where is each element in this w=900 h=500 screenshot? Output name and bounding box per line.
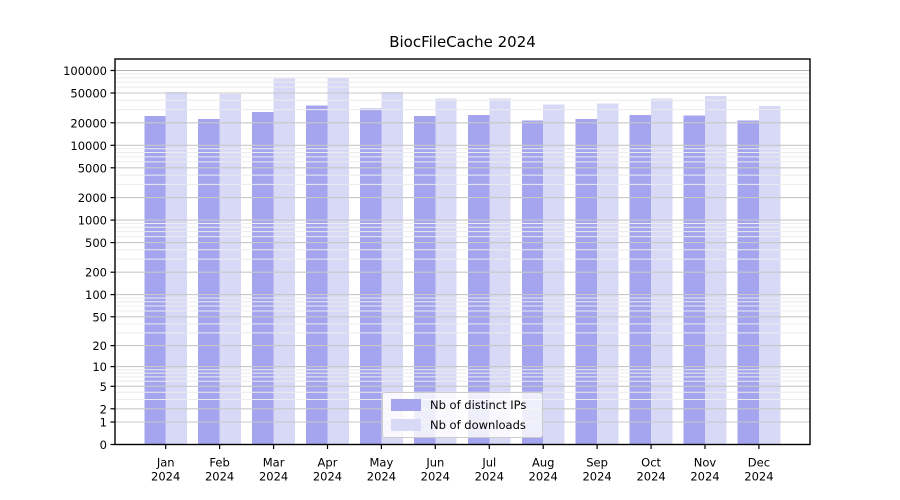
bar-nb-of-distinct-ips-nov (683, 115, 705, 445)
y-tick-label-1: 1 (100, 416, 107, 430)
legend: Nb of distinct IPs Nb of downloads (382, 392, 543, 438)
y-tick-label-50: 50 (92, 310, 107, 324)
legend-label-distinct-ips: Nb of distinct IPs (430, 398, 527, 412)
bar-nb-of-downloads-dec (758, 106, 781, 445)
x-tick-label-year-feb: 2024 (205, 470, 234, 484)
bar-nb-of-distinct-ips-sep (575, 119, 598, 445)
x-tick-label-month-feb: Feb (209, 456, 229, 470)
x-tick-label-month-sep: Sep (586, 456, 608, 470)
y-tick-label-5: 5 (100, 380, 107, 394)
x-tick-label-month-jan: Jan (156, 456, 175, 470)
y-tick-label-200: 200 (85, 266, 107, 280)
y-tick-label-20000: 20000 (70, 116, 107, 130)
plot-border (114, 58, 811, 446)
x-tick-label-month-nov: Nov (694, 456, 717, 470)
x-tick-label-year-dec: 2024 (744, 470, 773, 484)
x-tick-label-month-oct: Oct (641, 456, 661, 470)
bar-nb-of-distinct-ips-jun (413, 116, 436, 445)
legend-item-distinct-ips: Nb of distinct IPs (391, 398, 534, 412)
bar-nb-of-downloads-nov (705, 96, 727, 445)
bar-nb-of-downloads-jun (435, 98, 457, 445)
x-tick-label-month-jun: Jun (425, 456, 444, 470)
bar-nb-of-distinct-ips-oct (629, 114, 652, 445)
bar-nb-of-downloads-apr (327, 77, 349, 445)
x-tick-label-month-jul: Jul (481, 456, 496, 470)
y-tick-label-50000: 50000 (70, 87, 107, 101)
legend-item-downloads: Nb of downloads (391, 418, 534, 432)
x-tick-label-year-sep: 2024 (582, 470, 611, 484)
x-tick-label-year-oct: 2024 (636, 470, 665, 484)
x-tick-label-year-jan: 2024 (151, 470, 180, 484)
x-tick-label-month-may: May (370, 456, 394, 470)
x-tick-label-month-apr: Apr (318, 456, 338, 470)
bar-nb-of-downloads-mar (273, 78, 295, 445)
y-axis: 1000005000020000100005000200010005002001… (63, 64, 115, 452)
bar-nb-of-downloads-jan (165, 92, 188, 445)
bar-nb-of-distinct-ips-dec (737, 120, 759, 445)
x-tick-label-year-apr: 2024 (313, 470, 342, 484)
bar-nb-of-downloads-aug (543, 104, 565, 445)
bar-nb-of-distinct-ips-jan (144, 116, 166, 445)
bar-nb-of-distinct-ips-apr (306, 105, 328, 445)
bar-nb-of-distinct-ips-feb (198, 119, 220, 445)
x-tick-label-year-jun: 2024 (421, 470, 450, 484)
legend-label-downloads: Nb of downloads (430, 418, 526, 432)
bar-nb-of-distinct-ips-aug (521, 120, 544, 445)
x-tick-label-month-aug: Aug (532, 456, 554, 470)
chart-title: BiocFileCache 2024 (389, 33, 536, 51)
bars-group (144, 77, 781, 445)
x-tick-label-year-nov: 2024 (690, 470, 719, 484)
bar-nb-of-distinct-ips-mar (252, 111, 274, 445)
y-tick-label-100000: 100000 (63, 64, 107, 78)
y-tick-label-5000: 5000 (78, 161, 107, 175)
y-tick-label-10000: 10000 (70, 139, 107, 153)
bar-nb-of-downloads-feb (219, 94, 241, 445)
bar-nb-of-downloads-may (381, 92, 403, 445)
x-tick-label-year-mar: 2024 (259, 470, 288, 484)
x-tick-label-year-may: 2024 (367, 470, 396, 484)
y-tick-label-100: 100 (85, 288, 107, 302)
legend-swatch-distinct-ips (391, 399, 421, 411)
bar-nb-of-distinct-ips-may (360, 108, 382, 445)
x-tick-label-month-dec: Dec (748, 456, 770, 470)
x-tick-label-month-mar: Mar (263, 456, 285, 470)
x-tick-label-year-jul: 2024 (475, 470, 504, 484)
gridlines (115, 69, 810, 423)
bar-nb-of-downloads-sep (597, 103, 619, 445)
bar-nb-of-downloads-jul (489, 98, 511, 445)
x-axis: Jan2024Feb2024Mar2024Apr2024May2024Jun20… (151, 444, 774, 484)
y-tick-label-500: 500 (85, 236, 107, 250)
y-tick-label-0: 0 (100, 438, 107, 452)
y-tick-label-20: 20 (92, 339, 107, 353)
x-tick-label-year-aug: 2024 (529, 470, 558, 484)
legend-swatch-downloads (391, 419, 421, 431)
y-tick-label-10: 10 (92, 360, 107, 374)
y-tick-label-1000: 1000 (78, 214, 107, 228)
y-tick-label-2: 2 (100, 402, 107, 416)
y-tick-label-2000: 2000 (78, 191, 107, 205)
